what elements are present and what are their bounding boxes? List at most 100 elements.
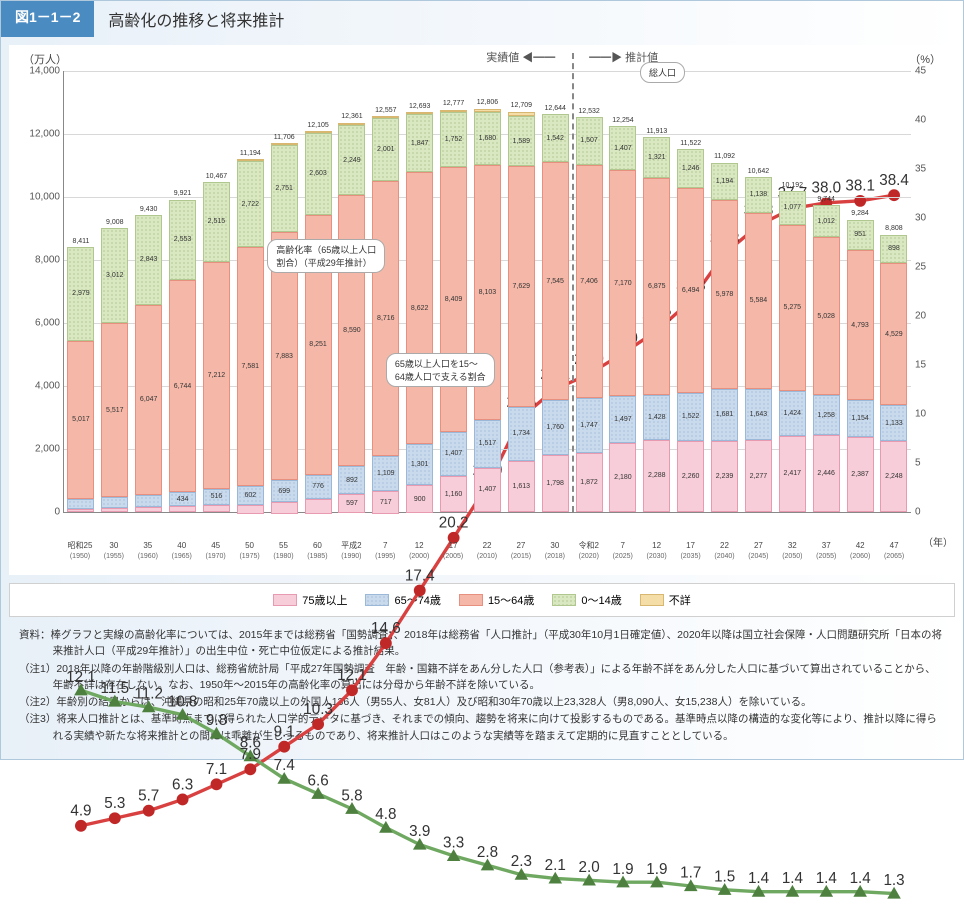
bar-segment: 8,622 bbox=[406, 172, 433, 444]
legend-label: 15～64歳 bbox=[488, 592, 534, 608]
bar-segment: 2,248 bbox=[880, 441, 907, 512]
bar-segment bbox=[305, 499, 332, 514]
total-label: 12,806 bbox=[477, 99, 498, 106]
bar-segment: 2,180 bbox=[609, 443, 636, 512]
total-label: 12,254 bbox=[612, 117, 633, 124]
y-tick-right: 30 bbox=[915, 212, 947, 223]
legend-item: 65～74歳 bbox=[365, 592, 440, 608]
divider-line bbox=[572, 53, 574, 512]
svg-text:2.3: 2.3 bbox=[511, 853, 532, 870]
y-tick-left: 14,000 bbox=[18, 66, 60, 77]
x-label: 27(2015) bbox=[504, 541, 538, 561]
bar-segment: 5,978 bbox=[711, 200, 738, 388]
total-label: 12,532 bbox=[578, 108, 599, 115]
bar-segment: 1,424 bbox=[779, 391, 806, 436]
bar-column: 10,1921,0775,2751,4242,417 bbox=[775, 71, 809, 512]
svg-text:5.8: 5.8 bbox=[341, 787, 362, 804]
figure-number: 図1－1－2 bbox=[1, 1, 94, 37]
bar-segment: 1,747 bbox=[576, 398, 603, 453]
bar-segment bbox=[67, 499, 94, 509]
x-label: 17(2035) bbox=[674, 541, 708, 561]
bar-segment: 1,109 bbox=[372, 456, 399, 491]
bar-segment: 1,407 bbox=[474, 468, 501, 512]
bar-segment: 7,170 bbox=[609, 170, 636, 396]
x-axis-unit: （年） bbox=[923, 534, 953, 549]
callout-support-ratio: 65歳以上人口を15～64歳人口で支える割合 bbox=[386, 353, 495, 387]
bar-segment: 5,275 bbox=[779, 225, 806, 391]
bar-segment: 2,722 bbox=[237, 161, 264, 247]
svg-text:1.9: 1.9 bbox=[646, 861, 667, 878]
y-tick-left: 8,000 bbox=[18, 255, 60, 266]
x-label: 22(2040) bbox=[708, 541, 742, 561]
x-label: 35(1960) bbox=[131, 541, 165, 561]
bar-segment: 434 bbox=[169, 492, 196, 506]
bar-segment bbox=[101, 497, 128, 508]
legend-label: 0～14歳 bbox=[581, 592, 621, 608]
y-tick-left: 0 bbox=[18, 507, 60, 518]
total-label: 10,467 bbox=[206, 173, 227, 180]
total-label: 9,921 bbox=[174, 190, 192, 197]
bar-segment bbox=[101, 508, 128, 512]
svg-text:2.8: 2.8 bbox=[477, 844, 498, 861]
bar-segment: 1,643 bbox=[745, 389, 772, 441]
bar-segment: 5,517 bbox=[101, 323, 128, 497]
bar-segment: 1,407 bbox=[440, 432, 467, 476]
bar-segment: 1,798 bbox=[542, 455, 569, 512]
bar-column: 8,8088984,5291,1332,248 bbox=[877, 71, 911, 512]
bar-segment: 6,875 bbox=[643, 178, 670, 395]
y-tick-left: 2,000 bbox=[18, 444, 60, 455]
callout-total-pop: 総人口 bbox=[640, 62, 685, 83]
bar-column: 12,6931,8478,6221,301900 bbox=[403, 71, 437, 512]
svg-text:1.4: 1.4 bbox=[816, 870, 838, 887]
svg-text:5.7: 5.7 bbox=[138, 788, 159, 805]
bar-segment bbox=[237, 505, 264, 514]
bar-segment: 6,494 bbox=[677, 188, 704, 393]
anno-actual: 実績値 ◀━━ bbox=[486, 49, 555, 65]
bar-segment: 602 bbox=[237, 486, 264, 505]
svg-text:2.0: 2.0 bbox=[579, 859, 600, 876]
x-label: 17(2005) bbox=[436, 541, 470, 561]
bar-segment: 7,581 bbox=[237, 247, 264, 486]
legend-item: 75歳以上 bbox=[273, 592, 347, 608]
x-label: 30(2018) bbox=[538, 541, 572, 561]
bar-segment: 2,260 bbox=[677, 441, 704, 512]
bar-segment: 2,249 bbox=[338, 125, 365, 196]
total-label: 10,192 bbox=[782, 182, 803, 189]
bar-segment: 2,277 bbox=[745, 440, 772, 512]
x-label: 22(2010) bbox=[470, 541, 504, 561]
figure-title: 高齢化の推移と将来推計 bbox=[94, 1, 298, 37]
total-label: 10,642 bbox=[748, 168, 769, 175]
bar-segment: 2,843 bbox=[135, 215, 162, 305]
svg-text:1.5: 1.5 bbox=[714, 868, 735, 885]
bar-segment: 1,497 bbox=[609, 396, 636, 443]
svg-text:7.4: 7.4 bbox=[274, 757, 296, 774]
bar-segment: 1,517 bbox=[474, 420, 501, 468]
title-bar: 図1－1－2 高齢化の推移と将来推計 bbox=[1, 1, 963, 37]
svg-text:3.3: 3.3 bbox=[443, 834, 464, 851]
bar-segment: 1,321 bbox=[643, 137, 670, 179]
bar-column: 12,6441,5427,5451,7601,798 bbox=[538, 71, 572, 512]
y-tick-right: 20 bbox=[915, 311, 947, 322]
x-label: 32(2050) bbox=[775, 541, 809, 561]
bar-segment: 4,529 bbox=[880, 263, 907, 406]
note-2: （注2）年齢別の結果からは、沖縄県の昭和25年70歳以上の外国人136人（男55… bbox=[19, 694, 945, 710]
bar-column: 9,4302,8436,047 bbox=[132, 71, 166, 512]
total-label: 8,808 bbox=[885, 225, 903, 232]
x-label: 7(2025) bbox=[606, 541, 640, 561]
x-label: 昭和25(1950) bbox=[63, 541, 97, 561]
total-label: 11,522 bbox=[680, 140, 701, 147]
bar-segment: 2,446 bbox=[813, 435, 840, 512]
bar-segment: 7,629 bbox=[508, 166, 535, 406]
svg-text:1.4: 1.4 bbox=[850, 870, 872, 887]
bar-column: 12,8061,6808,1031,5171,407 bbox=[471, 71, 505, 512]
legend-swatch bbox=[459, 594, 483, 606]
bar-column: 11,7062,7517,883699 bbox=[267, 71, 301, 512]
legend: 75歳以上 65～74歳 15～64歳 0～14歳 不詳 bbox=[9, 583, 955, 617]
bar-segment: 597 bbox=[338, 494, 365, 513]
bar-segment: 951 bbox=[847, 220, 874, 250]
legend-item: 不詳 bbox=[640, 592, 691, 608]
bar-segment: 1,507 bbox=[576, 117, 603, 164]
legend-label: 不詳 bbox=[669, 592, 691, 608]
bar-column: 9,9212,5536,744434 bbox=[166, 71, 200, 512]
legend-swatch bbox=[273, 594, 297, 606]
